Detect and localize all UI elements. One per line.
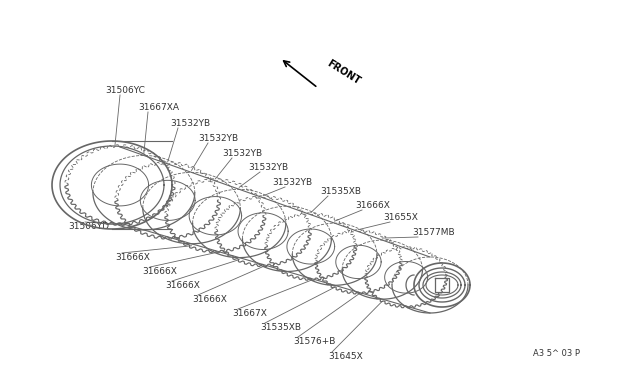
Text: 31667X: 31667X <box>232 309 267 318</box>
Text: 31576+B: 31576+B <box>293 337 335 346</box>
Text: 31666X: 31666X <box>115 253 150 262</box>
Text: 31666X: 31666X <box>142 267 177 276</box>
Text: 31577MB: 31577MB <box>412 228 454 237</box>
Text: 31535XB: 31535XB <box>320 187 361 196</box>
Text: 31666X: 31666X <box>192 295 227 304</box>
Text: 31666X: 31666X <box>165 281 200 290</box>
Text: A3 5^ 03 P: A3 5^ 03 P <box>533 349 580 358</box>
Text: 31532YB: 31532YB <box>198 134 238 143</box>
Text: 31645X: 31645X <box>328 352 363 361</box>
Text: FRONT: FRONT <box>325 58 362 86</box>
Text: 31506YD: 31506YD <box>68 222 109 231</box>
Text: 31666X: 31666X <box>355 201 390 210</box>
Text: 31532YB: 31532YB <box>222 149 262 158</box>
Text: 31506YC: 31506YC <box>105 86 145 95</box>
Text: 31532YB: 31532YB <box>272 178 312 187</box>
Text: 31655X: 31655X <box>383 213 418 222</box>
Text: 31532YB: 31532YB <box>170 119 210 128</box>
Text: 31667XA: 31667XA <box>138 103 179 112</box>
Text: 31532YB: 31532YB <box>248 163 288 172</box>
Text: 31535XB: 31535XB <box>260 323 301 332</box>
